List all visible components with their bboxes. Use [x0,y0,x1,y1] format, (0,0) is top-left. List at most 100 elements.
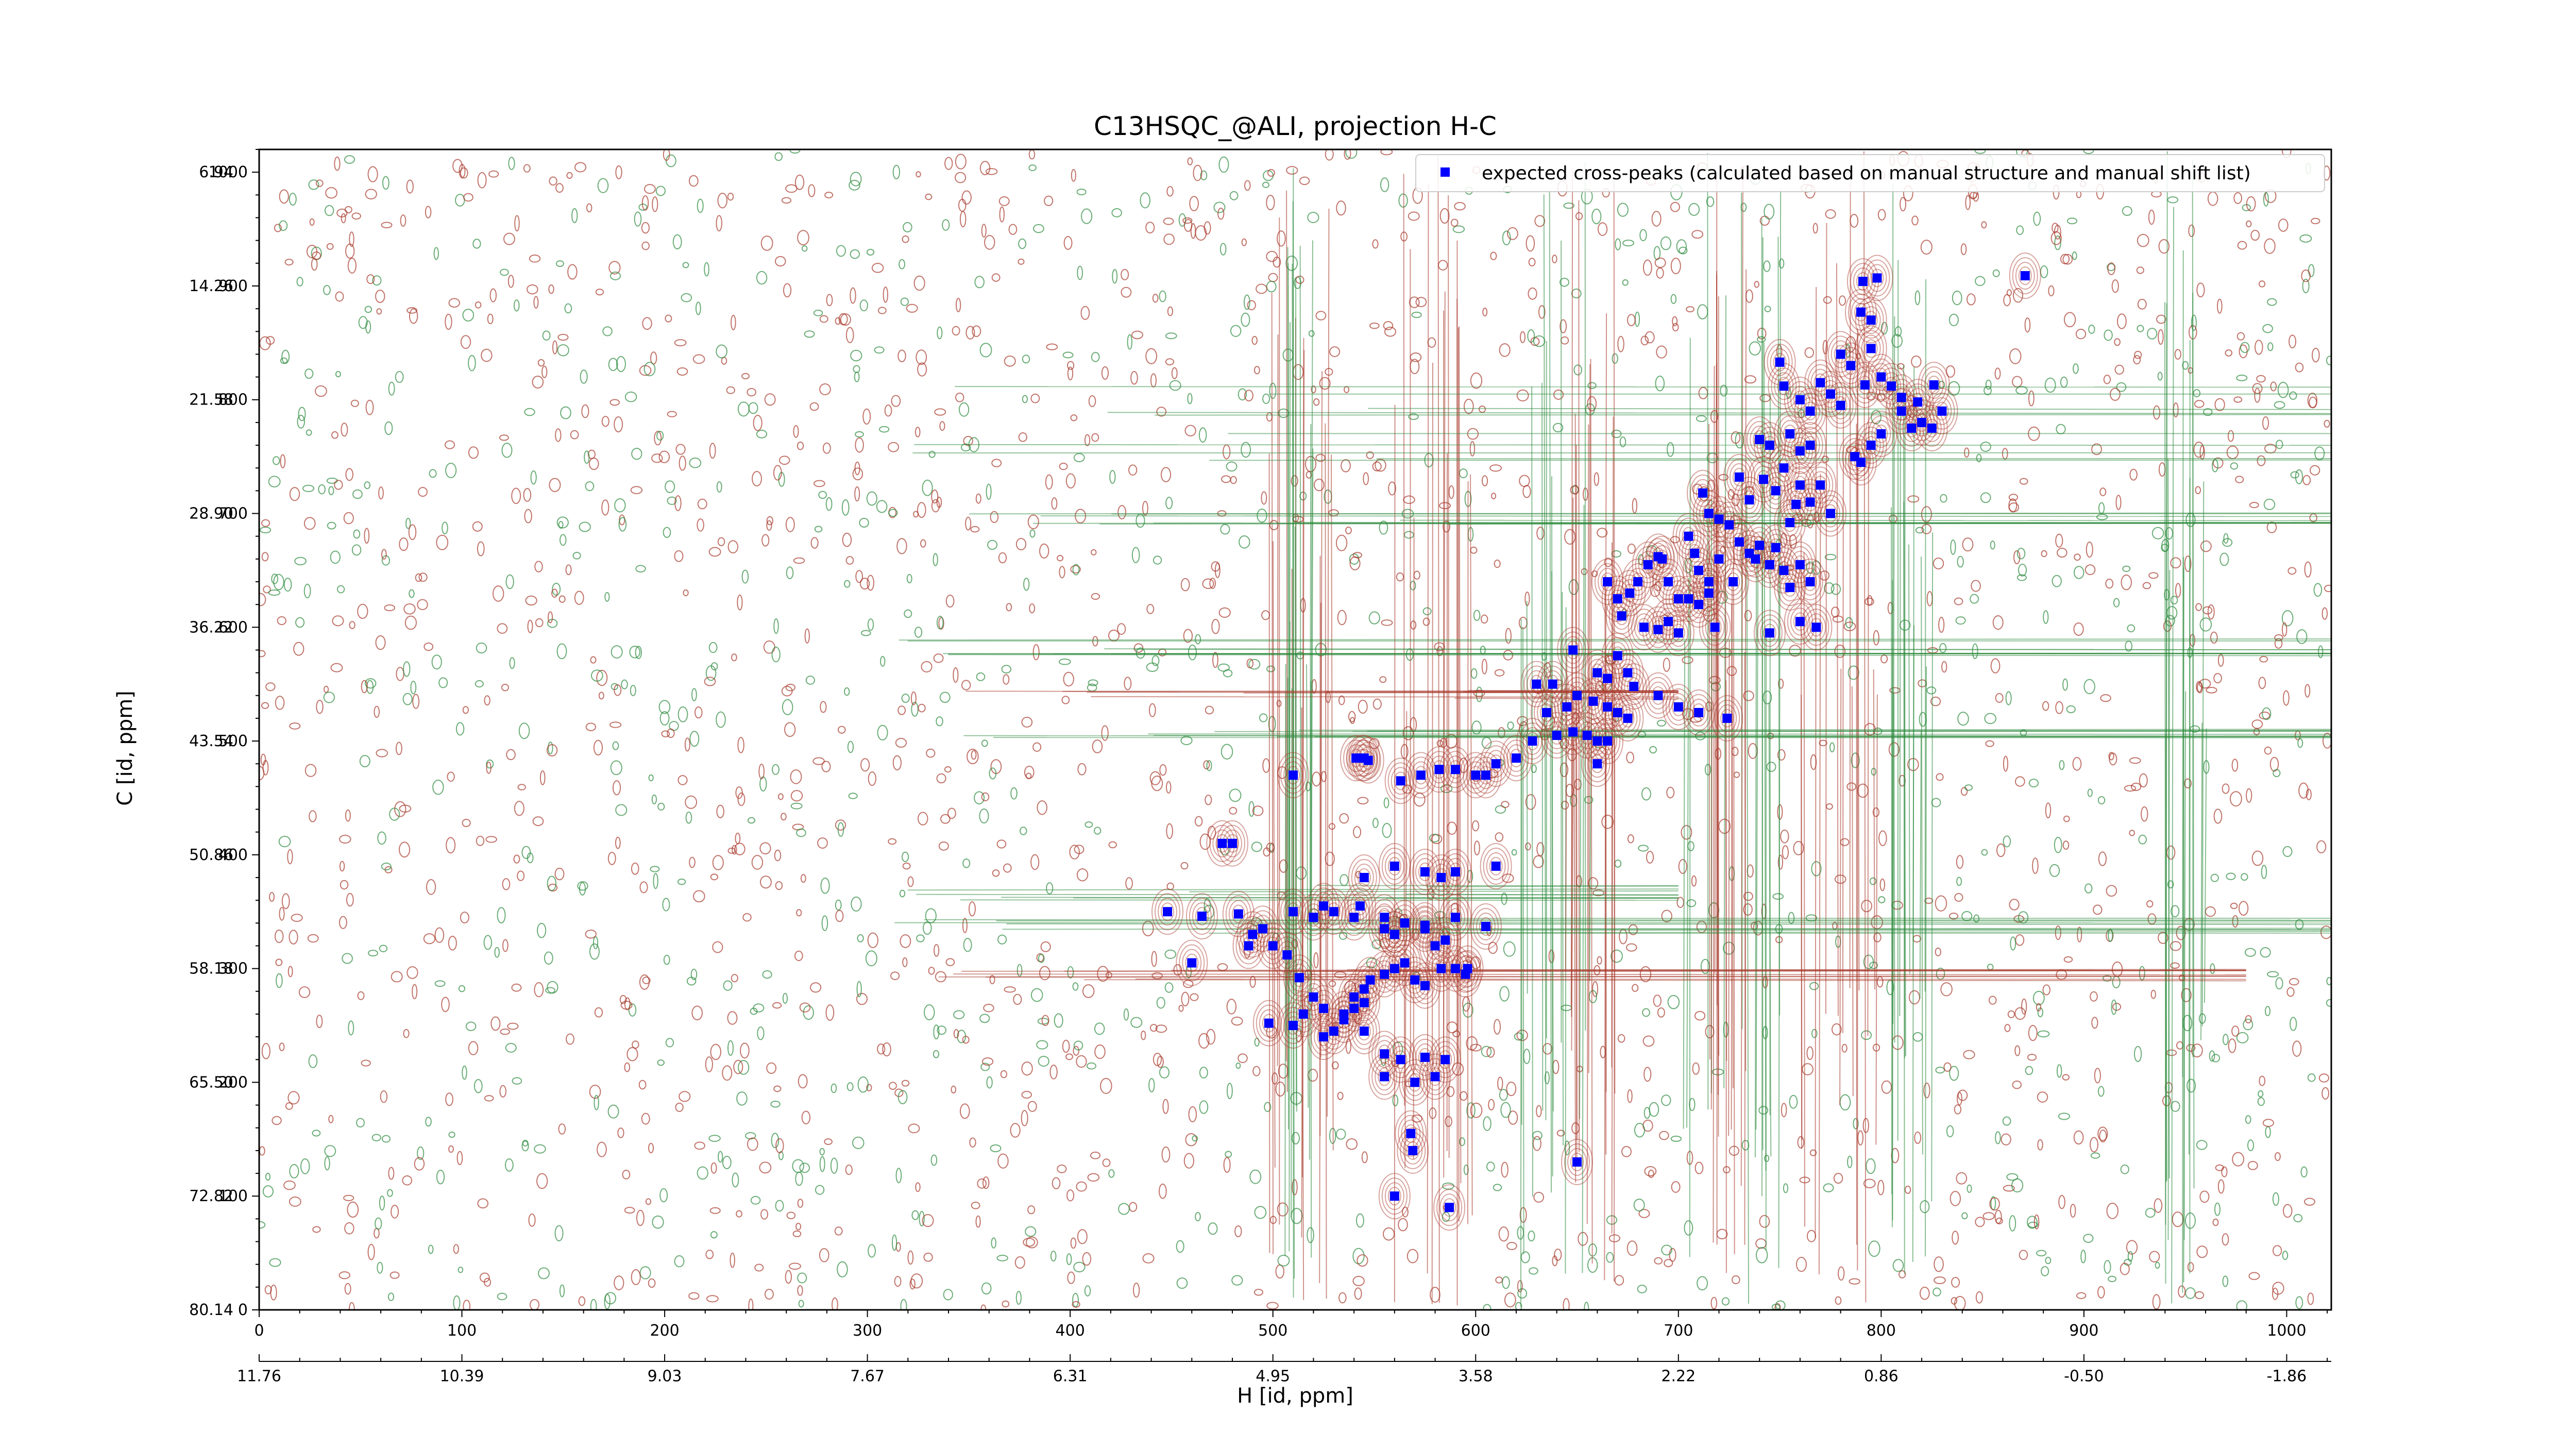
noise-contour [1627,314,1636,327]
peak-contour [1908,388,1928,416]
noise-contour [1536,526,1545,540]
noise-contour [2281,610,2294,627]
peak-contour [1858,376,1872,395]
noise-contour [2155,1261,2160,1269]
noise-contour [1930,696,1941,706]
peak-contour [1926,387,1958,434]
noise-contour [581,404,589,418]
streak-contour [1301,338,1304,1238]
expected-cross-peak [1617,611,1626,621]
expected-cross-peak [1728,577,1738,586]
noise-contour [574,162,587,173]
noise-contour [527,619,533,633]
expected-cross-peak [1450,867,1460,877]
noise-contour [1381,619,1393,626]
noise-contour [1672,316,1678,327]
noise-contour [260,526,272,534]
noise-contour [2019,478,2028,485]
noise-contour [1039,966,1050,981]
peak-contour [1387,1187,1401,1206]
expected-cross-peak [1440,935,1450,945]
peak-contour [1827,335,1854,373]
noise-contour [601,499,609,516]
streak-contour [1714,364,1717,974]
noise-contour [1313,952,1319,969]
noise-contour [486,759,494,769]
expected-cross-peak [1309,913,1318,922]
noise-contour [1538,305,1546,319]
noise-contour [979,1014,990,1023]
noise-contour [2213,672,2222,684]
noise-contour [997,1153,1009,1169]
peak-contour [1314,994,1334,1022]
noise-contour [851,896,862,912]
peak-contour [1311,989,1337,1027]
peak-contour [1418,916,1432,935]
noise-contour [1202,578,1214,589]
streak-contour [2204,728,2207,1003]
streak-contour [1002,928,2331,930]
peak-contour [1662,683,1694,730]
noise-contour [961,680,971,690]
noise-contour [1156,997,1165,1009]
noise-contour [444,440,455,449]
noise-contour [838,313,848,326]
noise-contour [590,1299,597,1310]
streak-contour [948,654,2331,656]
peak-contour [1638,550,1658,579]
peak-contour [1902,414,1922,442]
noise-contour [1656,345,1667,359]
noise-contour [2246,220,2252,228]
noise-contour [1379,937,1391,949]
expected-cross-peak [1420,1052,1430,1062]
peak-contour [1919,409,1945,447]
noise-contour [1062,1039,1070,1053]
noise-contour [511,487,521,504]
noise-contour [1349,556,1361,570]
noise-contour [784,722,796,737]
noise-contour [324,205,334,216]
noise-contour [1536,1105,1542,1118]
noise-contour [1361,1151,1368,1164]
expected-cross-peak [1163,907,1173,917]
noise-contour [676,367,688,376]
noise-contour [2228,1038,2236,1053]
noise-contour [607,852,616,865]
noise-contour [1010,1123,1021,1138]
peak-contour [1855,297,1887,344]
noise-contour [2063,312,2076,328]
peak-contour [1771,449,1797,487]
noise-contour [1861,900,1873,913]
peak-contour [1794,422,1826,469]
peak-contour [1232,922,1265,969]
noise-contour [1368,611,1380,625]
noise-contour [1355,1213,1364,1228]
noise-contour [607,1104,619,1119]
noise-contour [2073,363,2079,374]
noise-contour [667,496,677,505]
noise-contour [705,1250,714,1259]
noise-contour [1158,1183,1167,1199]
peak-contour [1868,415,1894,452]
noise-contour [2262,1119,2275,1127]
noise-contour [357,991,365,1000]
noise-contour [2007,1010,2015,1018]
streak-contour [948,653,2331,655]
peak-contour [1851,298,1871,326]
noise-contour [710,1162,717,1174]
expected-cross-peak [1795,617,1805,627]
noise-contour [658,450,670,463]
noise-contour [2199,679,2211,689]
noise-contour [1481,475,1488,486]
noise-contour [1398,193,1408,208]
noise-contour [862,408,871,425]
peak-contour [1605,593,1638,639]
noise-contour [1833,1173,1843,1184]
noise-contour [733,1059,743,1074]
peak-contour [1566,722,1580,742]
peak-contour [1912,408,1932,436]
noise-contour [899,889,906,898]
noise-contour [2300,1166,2308,1178]
noise-contour [902,235,909,243]
noise-contour [1091,549,1097,555]
